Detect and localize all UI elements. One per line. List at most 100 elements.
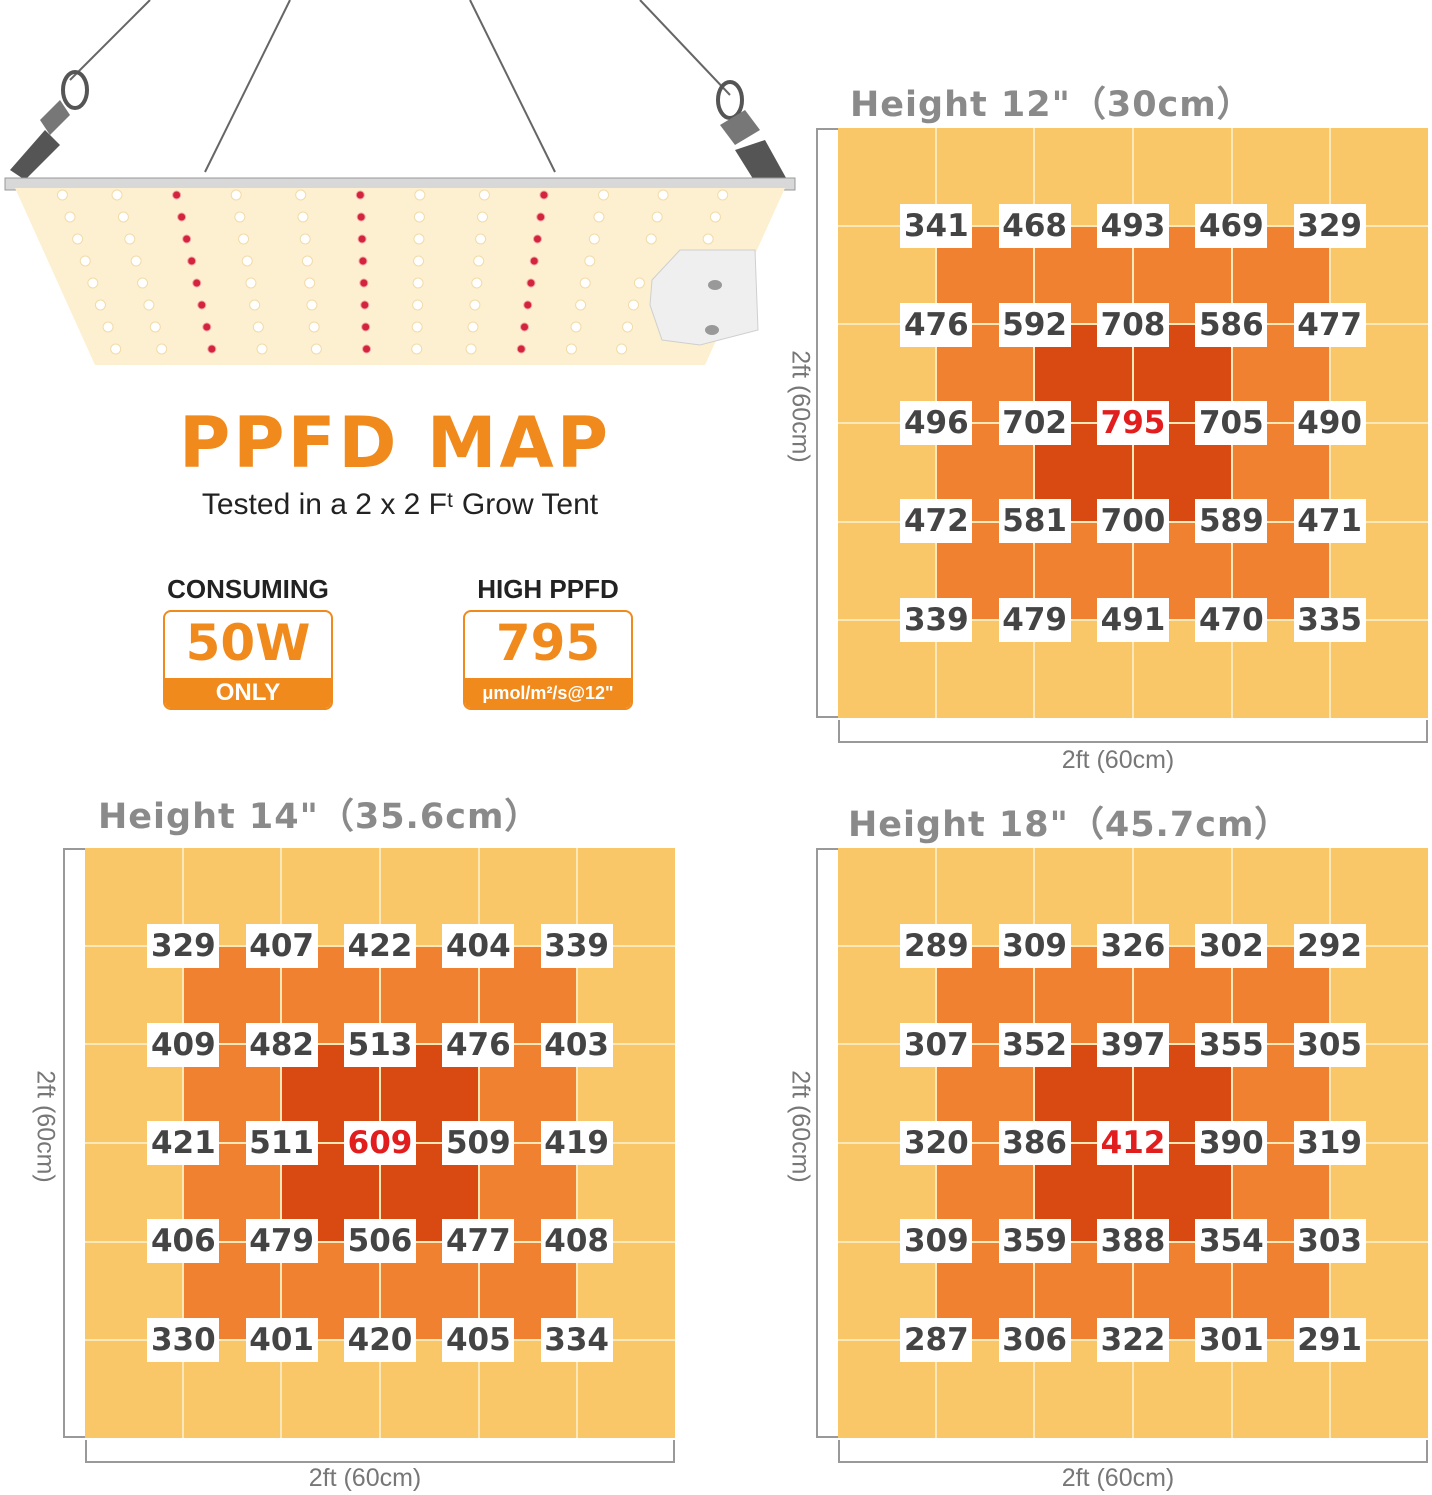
white-led-icon: [299, 233, 311, 245]
red-led-icon: [355, 190, 365, 200]
dim-line-side-18in: [816, 848, 818, 1438]
ppfd-value: 386: [998, 1121, 1071, 1165]
high-ppfd-label: HIGH PPFD: [477, 574, 619, 604]
ppfd-value: 479: [998, 597, 1071, 642]
white-led-icon: [413, 211, 425, 223]
ppfd-value: 306: [998, 1317, 1071, 1362]
red-led-icon: [197, 300, 207, 310]
white-led-icon: [94, 299, 106, 311]
ppfd-value: 477: [442, 1219, 515, 1264]
consuming-badge: 50W ONLY: [163, 610, 333, 710]
ppfd-value: 471: [1293, 499, 1366, 544]
ppfd-value: 412: [1097, 1121, 1169, 1165]
white-led-icon: [308, 321, 320, 333]
map-title-12in: Height 12"（30cm）: [850, 85, 1253, 125]
ppfd-value: 700: [1097, 499, 1169, 544]
ppfd-value: 354: [1195, 1219, 1268, 1264]
white-led-icon: [709, 211, 721, 223]
ppfd-value: 397: [1097, 1022, 1169, 1067]
ppfd-value: 302: [1195, 924, 1268, 969]
ppfd-value: 334: [540, 1317, 613, 1362]
ppfd-value: 303: [1293, 1219, 1366, 1264]
page-subtitle: Tested in a 2 x 2 Fᵗ Grow Tent: [201, 488, 599, 521]
ppfd-value: 482: [245, 1022, 318, 1067]
white-led-icon: [230, 189, 242, 201]
ppfd-value: 592: [998, 302, 1071, 347]
ppfd-value: 421: [147, 1121, 220, 1165]
white-led-icon: [467, 321, 479, 333]
grow-light-panel-image: [4, 0, 796, 365]
white-led-icon: [565, 343, 577, 355]
red-led-icon: [177, 212, 187, 222]
dim-tick: [816, 848, 838, 850]
white-led-icon: [310, 343, 322, 355]
dim-tick: [816, 1436, 838, 1438]
white-led-icon: [111, 189, 123, 201]
dim-tick: [63, 848, 85, 850]
white-led-icon: [412, 277, 424, 289]
white-led-icon: [627, 299, 639, 311]
white-led-icon: [149, 321, 161, 333]
dim-tick: [838, 720, 840, 742]
white-led-icon: [570, 321, 582, 333]
red-led-icon: [172, 190, 182, 200]
white-led-icon: [130, 255, 142, 267]
ppfd-value: 289: [900, 924, 973, 969]
ppfd-value: 477: [1293, 302, 1366, 347]
white-led-icon: [413, 233, 425, 245]
side-dimension-label-12in: 2ft (60cm): [786, 350, 815, 463]
ppfd-value: 326: [1097, 924, 1169, 969]
ppfd-value: 320: [900, 1121, 973, 1165]
ppfd-value: 795: [1097, 401, 1169, 445]
white-led-icon: [476, 211, 488, 223]
ppfd-value: 339: [900, 597, 973, 642]
red-led-icon: [359, 278, 369, 288]
ppfd-value: 513: [344, 1022, 416, 1067]
white-led-icon: [411, 321, 423, 333]
white-led-icon: [79, 255, 91, 267]
red-led-icon: [539, 190, 549, 200]
consuming-value: 50W: [185, 614, 311, 672]
ppfd-value: 511: [245, 1121, 318, 1165]
dim-line-bottom-18in: [838, 1461, 1428, 1463]
ppfd-value: 581: [998, 499, 1071, 544]
ppfd-value: 506: [344, 1219, 416, 1264]
map-title-14in: Height 14"（35.6cm）: [98, 797, 541, 837]
white-led-icon: [633, 277, 645, 289]
ppfd-value: 468: [998, 204, 1071, 249]
ppfd-value: 309: [998, 924, 1071, 969]
white-led-icon: [411, 343, 423, 355]
side-dimension-label-18in: 2ft (60cm): [786, 1070, 815, 1183]
ppfd-value: 493: [1097, 204, 1169, 249]
ppfd-value: 406: [147, 1219, 220, 1264]
ppfd-value: 329: [147, 924, 220, 969]
bottom-dimension-label-18in: 2ft (60cm): [1061, 1464, 1175, 1492]
white-led-icon: [473, 255, 485, 267]
ppfd-value: 359: [998, 1219, 1071, 1264]
dim-line-side-12in: [816, 128, 818, 718]
ppfd-value: 469: [1195, 204, 1268, 249]
ppfd-value: 705: [1195, 401, 1268, 445]
white-led-icon: [413, 255, 425, 267]
ppfd-value: 405: [442, 1317, 515, 1362]
white-led-icon: [295, 189, 307, 201]
white-led-icon: [245, 277, 257, 289]
ppfd-value: 509: [442, 1121, 515, 1165]
white-led-icon: [252, 321, 264, 333]
ppfd-value: 476: [442, 1022, 515, 1067]
white-led-icon: [414, 189, 426, 201]
white-led-icon: [575, 299, 587, 311]
white-led-icon: [475, 233, 487, 245]
red-led-icon: [192, 278, 202, 288]
white-led-icon: [56, 189, 68, 201]
white-led-icon: [102, 321, 114, 333]
red-led-icon: [523, 300, 533, 310]
red-led-icon: [356, 212, 366, 222]
ppfd-value: 287: [900, 1317, 973, 1362]
ppfd-value: 390: [1195, 1121, 1268, 1165]
dim-tick: [63, 1436, 85, 1438]
ppfd-value: 335: [1293, 597, 1366, 642]
ppfd-value: 490: [1293, 401, 1366, 445]
dim-line-bottom-12in: [838, 741, 1428, 743]
dim-line-bottom-14in: [85, 1461, 675, 1463]
